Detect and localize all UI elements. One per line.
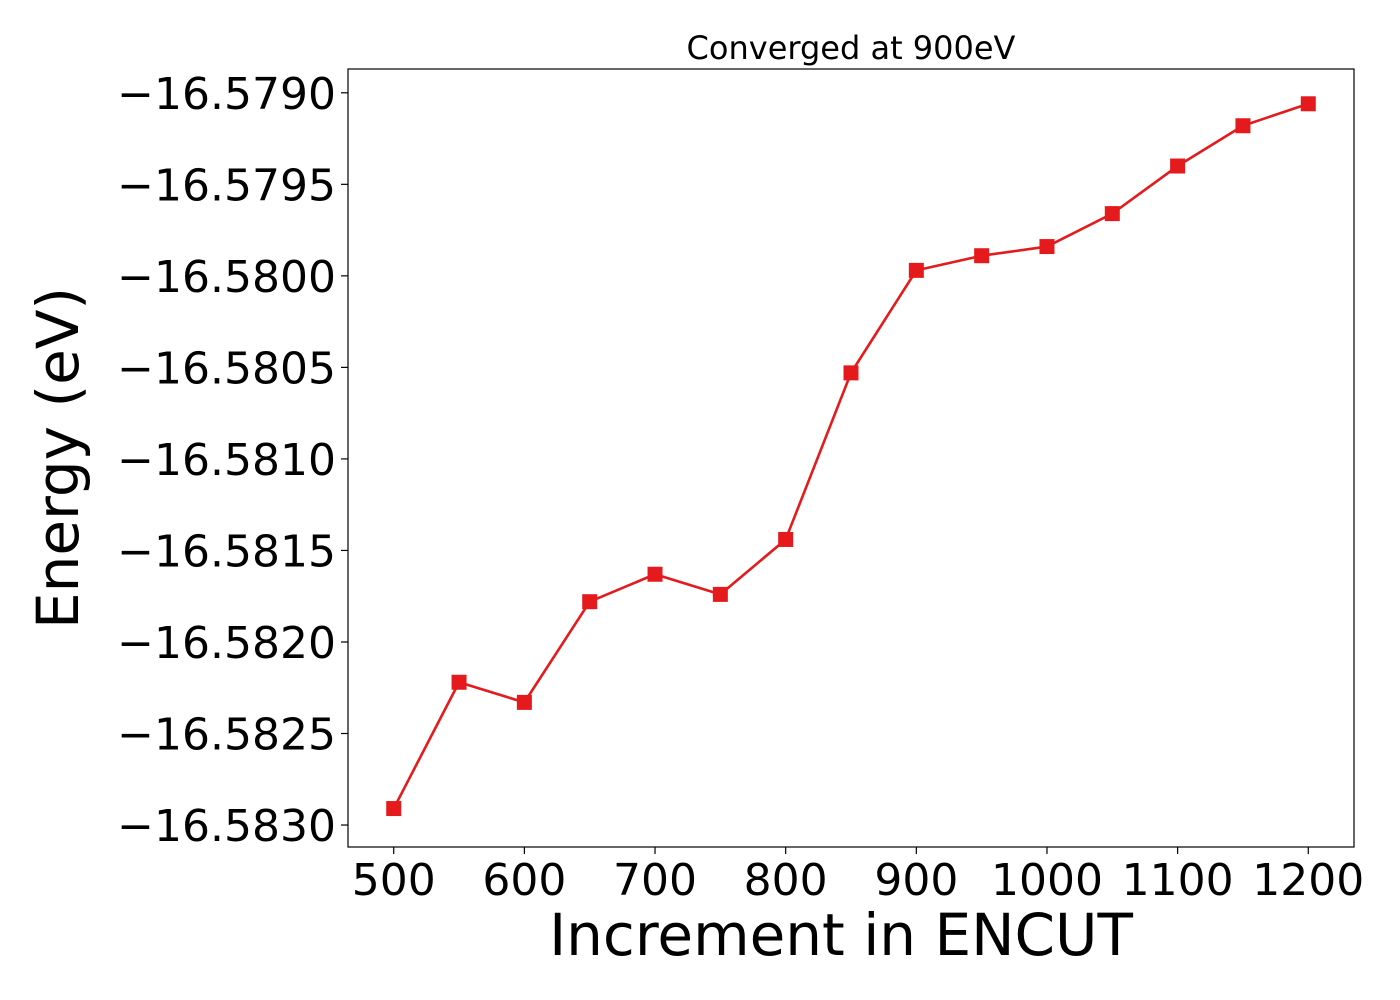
data-point-marker — [1104, 206, 1120, 222]
y-tick-label: −16.5805 — [117, 343, 336, 394]
data-point-marker — [386, 801, 402, 817]
plot-area — [386, 96, 1316, 817]
data-point-marker — [582, 594, 598, 610]
x-axis: 500 600 700 800 900 1000 1100 1200 — [352, 847, 1364, 906]
data-point-marker — [843, 365, 859, 381]
data-point-marker — [516, 694, 532, 710]
data-point-marker — [712, 586, 728, 602]
y-tick-label: −16.5815 — [117, 526, 336, 577]
y-tick-label: −16.5825 — [117, 710, 336, 761]
data-point-marker — [908, 262, 924, 278]
y-tick-label: −16.5830 — [117, 801, 336, 852]
data-point-marker — [647, 566, 663, 582]
data-point-marker — [778, 531, 794, 547]
x-tick-label: 1100 — [1122, 855, 1234, 906]
data-point-marker — [974, 248, 990, 264]
data-point-marker — [1170, 158, 1186, 174]
data-point-marker — [1235, 118, 1251, 134]
y-tick-label: −16.5790 — [117, 69, 336, 120]
x-tick-label: 700 — [613, 855, 697, 906]
x-tick-label: 900 — [874, 855, 958, 906]
data-point-marker — [1300, 96, 1316, 112]
plot-frame — [347, 68, 1355, 848]
x-tick-label: 1000 — [991, 855, 1103, 906]
x-axis-title: Increment in ENCUT — [549, 901, 1133, 969]
chart-title: Converged at 900eV — [687, 29, 1016, 67]
y-tick-label: −16.5810 — [117, 435, 336, 486]
x-tick-label: 800 — [744, 855, 828, 906]
y-axis-title: Energy (eV) — [24, 287, 92, 629]
y-tick-label: −16.5800 — [117, 252, 336, 303]
x-tick-label: 600 — [482, 855, 566, 906]
x-tick-label: 1200 — [1252, 855, 1364, 906]
x-tick-label: 500 — [352, 855, 436, 906]
data-point-marker — [451, 674, 467, 690]
y-tick-label: −16.5820 — [117, 618, 336, 669]
data-point-marker — [1039, 239, 1055, 255]
y-axis: −16.5830 −16.5825 −16.5820 −16.5815 −16.5810… — [117, 69, 348, 852]
y-tick-label: −16.5795 — [117, 160, 336, 211]
